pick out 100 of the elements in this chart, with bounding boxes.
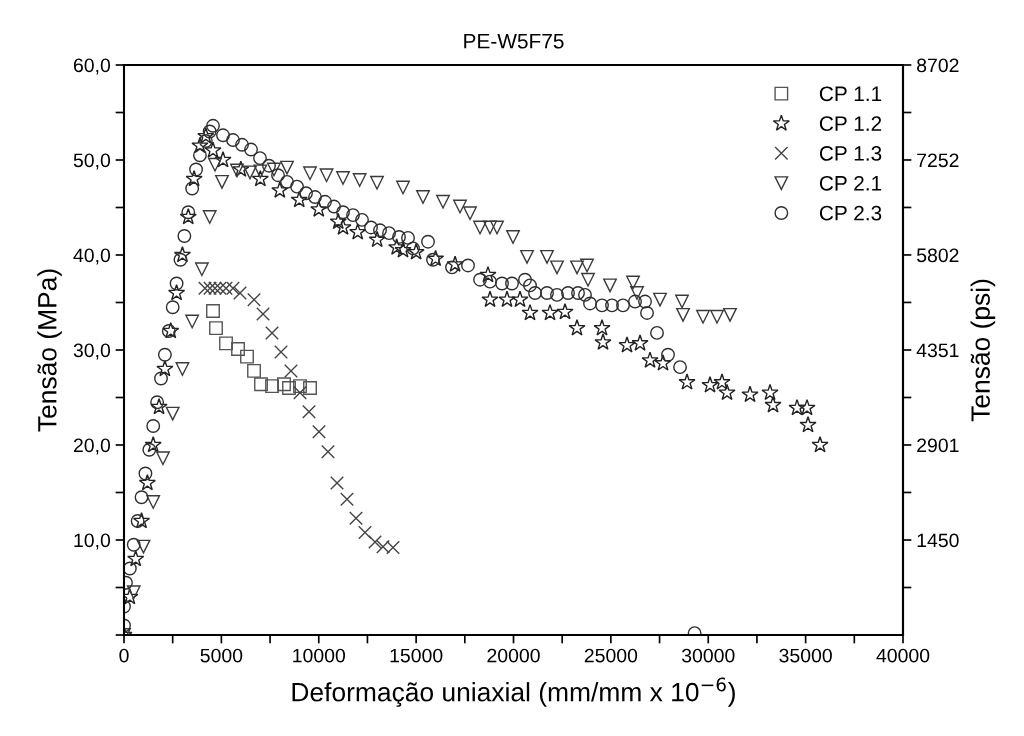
point — [741, 385, 759, 403]
y-tick-label: 50,0 — [73, 153, 111, 170]
x-tick-label: 40000 — [876, 648, 930, 663]
point — [267, 162, 281, 177]
point — [202, 210, 217, 224]
y2-tick-label: 2901 — [917, 438, 959, 453]
y-tick-label: 20,0 — [73, 438, 111, 455]
point — [265, 379, 279, 394]
point — [334, 218, 352, 235]
point — [416, 190, 430, 204]
x-axis-title: Deformação uniaxial (mm/mm x 10$^{−6}$) — [292, 677, 735, 707]
point — [593, 319, 611, 336]
point — [185, 314, 200, 329]
point — [265, 325, 279, 340]
y-axis-title: Tensão (MPa) — [37, 269, 62, 432]
point — [581, 272, 595, 287]
point — [358, 525, 372, 540]
point — [204, 141, 222, 158]
point — [303, 381, 317, 395]
point — [136, 539, 151, 554]
point — [156, 359, 174, 377]
point — [191, 136, 209, 154]
point — [277, 377, 291, 392]
point — [319, 168, 334, 183]
point — [654, 354, 672, 371]
point — [293, 379, 307, 394]
point — [723, 307, 737, 322]
point — [173, 245, 192, 263]
point — [520, 249, 534, 264]
x-tick-label: 25000 — [584, 648, 638, 663]
point — [303, 166, 317, 181]
point — [165, 406, 180, 421]
x-tick-label: 20000 — [487, 648, 540, 663]
point — [453, 199, 467, 214]
point — [641, 351, 659, 368]
point — [696, 309, 710, 324]
point — [446, 255, 464, 272]
x-tick-label: 35000 — [779, 648, 832, 663]
point — [568, 319, 586, 336]
point — [219, 336, 233, 351]
point — [352, 173, 367, 187]
x-tick-label: 10000 — [293, 648, 346, 663]
point — [293, 385, 307, 400]
point — [206, 304, 220, 318]
point — [243, 165, 257, 180]
point — [132, 511, 151, 529]
point — [540, 249, 554, 264]
point — [247, 292, 261, 307]
y2-tick-label: 4351 — [916, 343, 959, 358]
point — [230, 163, 244, 178]
point — [798, 398, 816, 416]
point — [675, 294, 689, 309]
point — [511, 290, 529, 308]
point — [215, 174, 229, 189]
point — [481, 290, 499, 308]
point — [490, 220, 504, 235]
point — [284, 363, 298, 378]
point — [274, 344, 288, 359]
point — [631, 334, 649, 351]
point — [498, 290, 516, 308]
point — [247, 363, 261, 378]
point — [150, 397, 168, 415]
point — [280, 160, 294, 175]
point — [764, 396, 782, 413]
y2-tick-label: 5802 — [916, 248, 959, 263]
legend-label: CP 1.3 — [819, 146, 882, 161]
point — [788, 398, 806, 416]
point — [594, 333, 612, 350]
y2-tick-label: 1450 — [917, 533, 959, 548]
legend-label: CP 1.1 — [819, 86, 882, 102]
point — [254, 377, 268, 392]
point — [253, 164, 268, 179]
point — [370, 175, 384, 190]
point — [282, 381, 296, 395]
point — [550, 260, 564, 275]
y2-tick-label: 7252 — [917, 153, 959, 168]
point — [426, 249, 445, 267]
point — [340, 492, 354, 507]
point — [146, 495, 161, 509]
point — [310, 200, 328, 217]
y2-tick-label: 8702 — [917, 58, 959, 73]
point — [302, 404, 316, 419]
point — [626, 275, 640, 290]
point — [479, 265, 497, 283]
point — [209, 321, 223, 336]
point — [396, 180, 410, 195]
point — [185, 169, 203, 187]
point — [368, 534, 382, 549]
point — [556, 302, 574, 320]
point — [570, 260, 584, 275]
point — [811, 435, 829, 453]
point — [271, 181, 289, 198]
point — [349, 511, 363, 526]
point — [127, 549, 145, 567]
point — [251, 169, 269, 187]
y-tick-label: 40,0 — [73, 248, 111, 265]
point — [312, 424, 326, 439]
point — [208, 157, 222, 172]
point — [541, 303, 559, 321]
point — [175, 362, 190, 376]
